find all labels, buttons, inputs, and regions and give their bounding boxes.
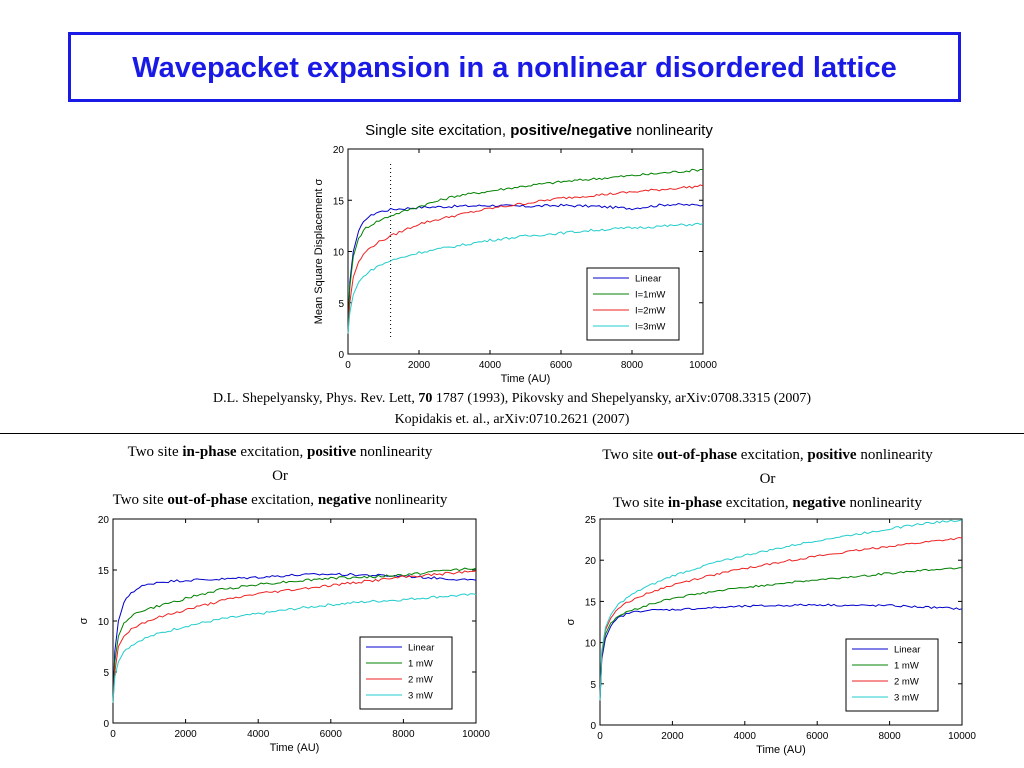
y-tick-label: 15 bbox=[585, 597, 597, 608]
y-tick-label: 0 bbox=[590, 721, 596, 732]
x-tick-label: 4000 bbox=[247, 729, 270, 740]
reference-line-1: D.L. Shepelyansky, Phys. Rev. Lett, 70 1… bbox=[0, 389, 1024, 408]
x-tick-label: 2000 bbox=[661, 731, 684, 742]
y-tick-label: 20 bbox=[98, 515, 110, 526]
legend-box bbox=[586, 267, 680, 341]
left-caption-line-1: Two site in-phase excitation, positive n… bbox=[127, 444, 433, 460]
series-line-linear bbox=[347, 202, 704, 334]
y-tick-label: 15 bbox=[98, 566, 110, 577]
series-line-2-mw bbox=[599, 536, 963, 701]
y-tick-label: 5 bbox=[590, 680, 596, 691]
chart-single-site: 0 2000 4000 6000 8000 10000 0 5 10 15 20 Time (AU) M… bbox=[313, 145, 717, 385]
x-tick-label: 4000 bbox=[479, 360, 502, 371]
x-tick-label: 8000 bbox=[878, 731, 901, 742]
series-line-3-mw bbox=[112, 593, 477, 703]
legend-label: 3 mW bbox=[894, 693, 919, 704]
legend-label: 2 mW bbox=[894, 677, 919, 688]
legend-label: I=3mW bbox=[635, 322, 665, 333]
x-tick-label: 8000 bbox=[392, 729, 415, 740]
x-axis-label: Time (AU) bbox=[756, 744, 806, 756]
series-line-i-1mw bbox=[347, 168, 703, 334]
series-line-2-mw bbox=[112, 570, 477, 703]
y-axis-label: σ bbox=[78, 617, 90, 624]
y-tick-label: 20 bbox=[333, 145, 345, 156]
y-tick-label: 20 bbox=[585, 556, 597, 567]
y-tick-label: 25 bbox=[585, 515, 597, 526]
title-box: Wavepacket expansion in a nonlinear diso… bbox=[68, 32, 961, 102]
chart-two-site-right: 0 2000 4000 6000 8000 10000 0 5 10 15 20 25 Time (AU… bbox=[565, 515, 976, 756]
legend-label: I=2mW bbox=[635, 306, 665, 317]
right-caption-line-3: Two site in-phase excitation, negative n… bbox=[613, 495, 922, 511]
y-axis-label: σ bbox=[565, 618, 577, 625]
legend-label: 3 mW bbox=[408, 691, 433, 702]
slide-title: Wavepacket expansion in a nonlinear diso… bbox=[132, 52, 897, 84]
right-caption-line-1: Two site out-of-phase excitation, positi… bbox=[602, 447, 933, 463]
x-tick-label: 8000 bbox=[621, 360, 644, 371]
chart-two-site-left: 0 2000 4000 6000 8000 10000 0 5 10 15 20 Time (AU) σ… bbox=[78, 515, 490, 754]
series-line-linear bbox=[112, 572, 477, 703]
top-caption: Single site excitation, positive/negativ… bbox=[0, 119, 1024, 143]
x-tick-label: 4000 bbox=[734, 731, 757, 742]
y-tick-label: 0 bbox=[103, 719, 109, 730]
y-tick-label: 15 bbox=[333, 196, 345, 207]
legend-label: I=1mW bbox=[635, 290, 665, 301]
x-axis-label: Time (AU) bbox=[501, 373, 551, 385]
y-axis-label: Mean Square Displacement σ bbox=[313, 179, 325, 325]
series-line-i-2mw bbox=[347, 184, 704, 334]
left-caption-line-3: Two site out-of-phase excitation, negati… bbox=[112, 492, 448, 508]
series-line-1-mw bbox=[112, 567, 477, 703]
x-tick-label: 10000 bbox=[689, 360, 717, 371]
x-tick-label: 10000 bbox=[948, 731, 976, 742]
x-tick-label: 0 bbox=[110, 729, 116, 740]
section-divider bbox=[0, 433, 1024, 434]
series-line-i-3mw bbox=[347, 222, 704, 334]
legend-box bbox=[845, 638, 939, 712]
x-tick-label: 6000 bbox=[550, 360, 573, 371]
legend-label: Linear bbox=[635, 274, 661, 285]
y-tick-label: 5 bbox=[103, 668, 109, 679]
reference-1-rest: 1787 (1993), Pikovsky and Shepelyansky, … bbox=[432, 391, 812, 406]
reference-1-text: D.L. Shepelyansky, Phys. Rev. Lett, bbox=[212, 391, 419, 406]
legend-label: 2 mW bbox=[408, 675, 433, 686]
x-tick-label: 2000 bbox=[408, 360, 431, 371]
y-tick-label: 0 bbox=[338, 350, 344, 361]
reference-line-2: Kopidakis et. al., arXiv:0710.2621 (2007… bbox=[394, 412, 630, 427]
right-caption: Two site out-of-phase excitation, positi… bbox=[515, 443, 1020, 515]
y-tick-label: 10 bbox=[98, 617, 110, 628]
x-tick-label: 10000 bbox=[462, 729, 490, 740]
left-caption-or: Or bbox=[272, 468, 288, 484]
y-tick-label: 5 bbox=[338, 299, 344, 310]
reference-1-volume: 70 bbox=[418, 391, 433, 406]
top-caption-post: nonlinearity bbox=[631, 122, 713, 139]
series-line-linear bbox=[599, 603, 963, 701]
right-caption-or: Or bbox=[759, 471, 776, 487]
left-caption: Two site in-phase excitation, positive n… bbox=[30, 440, 530, 512]
y-tick-label: 10 bbox=[585, 639, 597, 650]
legend-label: 1 mW bbox=[894, 661, 919, 672]
x-tick-label: 0 bbox=[597, 731, 603, 742]
legend-label: 1 mW bbox=[408, 659, 433, 670]
legend-label: Linear bbox=[894, 645, 920, 656]
series-line-1-mw bbox=[599, 567, 963, 701]
x-tick-label: 6000 bbox=[320, 729, 343, 740]
x-tick-label: 0 bbox=[345, 360, 351, 371]
top-caption-pre: Single site excitation, bbox=[365, 122, 511, 139]
x-tick-label: 2000 bbox=[174, 729, 197, 740]
legend-label: Linear bbox=[408, 643, 434, 654]
legend-box bbox=[359, 636, 453, 710]
top-caption-bold: positive/negative bbox=[510, 122, 632, 139]
y-tick-label: 10 bbox=[333, 248, 345, 259]
x-axis-label: Time (AU) bbox=[270, 742, 320, 754]
series-line-3-mw bbox=[599, 519, 963, 701]
x-tick-label: 6000 bbox=[806, 731, 829, 742]
